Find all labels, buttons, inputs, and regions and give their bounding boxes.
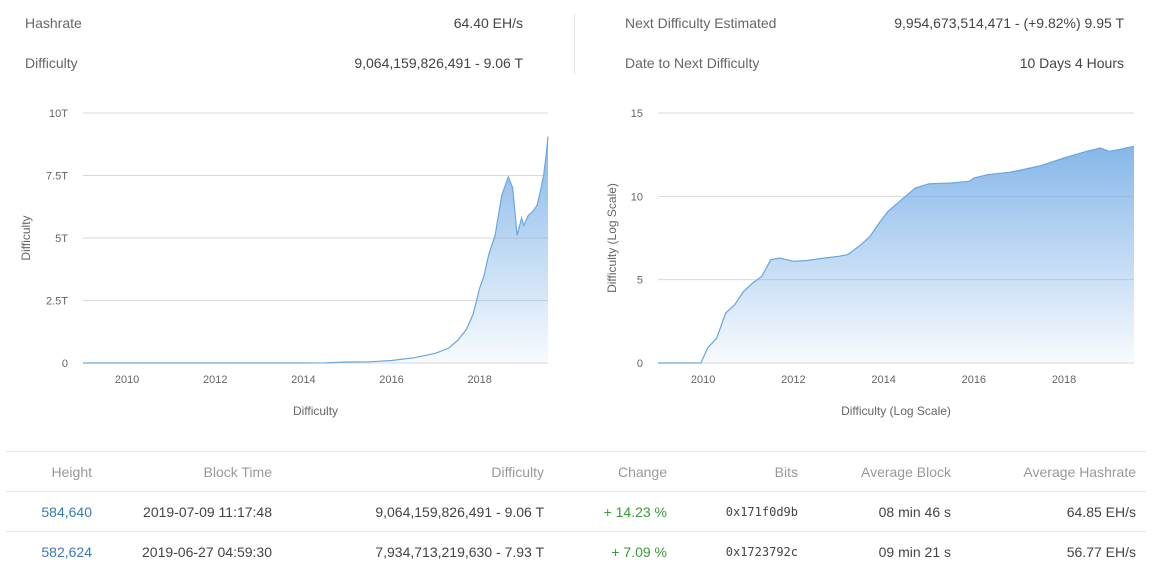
difficulty-area: [658, 146, 1134, 363]
x-axis-label: Difficulty (Log Scale): [841, 404, 951, 418]
y-tick-label: 5T: [55, 233, 68, 245]
y-tick-label: 0: [62, 358, 68, 370]
block-difficulty: 9,064,159,826,491 - 9.06 T: [375, 504, 544, 520]
y-tick-label: 2.5T: [46, 296, 68, 308]
difficulty-chart[interactable]: 0 2.5T 5T 7.5T 10T 2010 2012 2014 2016 2018 Diffic…: [0, 95, 570, 435]
difficulty-chart-svg: 0 2.5T 5T 7.5T 10T 2010 2012 2014 2016 2018 Diffic…: [19, 108, 549, 418]
block-difficulty: 7,934,713,219,630 - 7.93 T: [375, 544, 544, 560]
hashrate-row: Hashrate 64.40 EH/s: [25, 13, 523, 33]
next-difficulty-value: 9,954,673,514,471 - (+9.82%) 9.95 T: [894, 15, 1124, 31]
next-date-label: Date to Next Difficulty: [625, 55, 760, 71]
x-tick-label: 2018: [467, 374, 491, 386]
stats-right: Next Difficulty Estimated 9,954,673,514,…: [625, 0, 1124, 80]
difficulty-table: Height Block Time Difficulty Change Bits…: [6, 451, 1146, 571]
y-tick-label: 10T: [49, 108, 68, 120]
x-tick-label: 2018: [1052, 374, 1076, 386]
x-tick-label: 2010: [115, 374, 139, 386]
y-tick-label: 15: [631, 108, 643, 120]
difficulty-log-chart-svg: 0 5 10 15 2010 2012 2014 2016 2018 Difficulty (Lo…: [605, 108, 1135, 418]
y-tick-label: 0: [637, 358, 643, 370]
header-height[interactable]: Height: [51, 464, 92, 480]
difficulty-line: [83, 136, 549, 364]
block-bits: 0x171f0d9b: [725, 505, 798, 519]
difficulty-row: Difficulty 9,064,159,826,491 - 9.06 T: [25, 53, 523, 73]
x-tick-label: 2016: [379, 374, 403, 386]
header-average-hashrate[interactable]: Average Hashrate: [1023, 464, 1136, 480]
average-block-time: 09 min 21 s: [878, 544, 951, 560]
next-difficulty-label: Next Difficulty Estimated: [625, 15, 777, 31]
y-tick-label: 7.5T: [46, 171, 68, 183]
x-tick-label: 2012: [781, 374, 805, 386]
hashrate-value: 64.40 EH/s: [453, 15, 523, 31]
header-bits[interactable]: Bits: [774, 464, 798, 480]
block-bits: 0x1723792c: [725, 545, 798, 559]
header-block-time[interactable]: Block Time: [203, 464, 272, 480]
difficulty-line: [658, 145, 1135, 364]
header-average-block[interactable]: Average Block: [860, 464, 951, 480]
next-date-row: Date to Next Difficulty 10 Days 4 Hours: [625, 53, 1124, 73]
y-axis-label: Difficulty: [19, 215, 33, 260]
table-header: Height Block Time Difficulty Change Bits…: [6, 451, 1146, 491]
x-tick-label: 2014: [871, 374, 895, 386]
next-difficulty-row: Next Difficulty Estimated 9,954,673,514,…: [625, 13, 1124, 33]
x-tick-label: 2010: [691, 374, 715, 386]
average-block-time: 08 min 46 s: [878, 504, 951, 520]
average-hashrate: 56.77 EH/s: [1066, 544, 1136, 560]
stats-divider: [574, 14, 575, 74]
difficulty-area: [83, 136, 548, 363]
block-time: 2019-06-27 04:59:30: [142, 544, 272, 560]
hashrate-label: Hashrate: [25, 15, 82, 31]
next-date-value: 10 Days 4 Hours: [1019, 55, 1124, 71]
block-height-link[interactable]: 584,640: [41, 504, 92, 520]
table-row: 584,640 2019-07-09 11:17:48 9,064,159,82…: [6, 491, 1146, 531]
difficulty-log-chart[interactable]: 0 5 10 15 2010 2012 2014 2016 2018 Difficulty (Lo…: [578, 95, 1156, 435]
block-height-link[interactable]: 582,624: [41, 544, 92, 560]
y-tick-label: 5: [637, 275, 643, 287]
y-axis-label: Difficulty (Log Scale): [605, 183, 619, 293]
header-change[interactable]: Change: [617, 464, 667, 480]
x-axis-label: Difficulty: [293, 404, 338, 418]
average-hashrate: 64.85 EH/s: [1066, 504, 1136, 520]
block-time: 2019-07-09 11:17:48: [143, 504, 272, 520]
stats-left: Hashrate 64.40 EH/s Difficulty 9,064,159…: [25, 0, 523, 80]
table-row: 582,624 2019-06-27 04:59:30 7,934,713,21…: [6, 531, 1146, 571]
y-tick-label: 10: [631, 191, 643, 203]
stats-panel: Hashrate 64.40 EH/s Difficulty 9,064,159…: [0, 0, 1156, 90]
difficulty-label: Difficulty: [25, 55, 78, 71]
difficulty-change: + 14.23 %: [603, 504, 667, 520]
difficulty-value: 9,064,159,826,491 - 9.06 T: [354, 55, 523, 71]
difficulty-change: + 7.09 %: [611, 544, 667, 560]
x-tick-label: 2012: [203, 374, 227, 386]
x-tick-label: 2014: [291, 374, 315, 386]
x-tick-label: 2016: [962, 374, 986, 386]
header-difficulty[interactable]: Difficulty: [491, 464, 544, 480]
